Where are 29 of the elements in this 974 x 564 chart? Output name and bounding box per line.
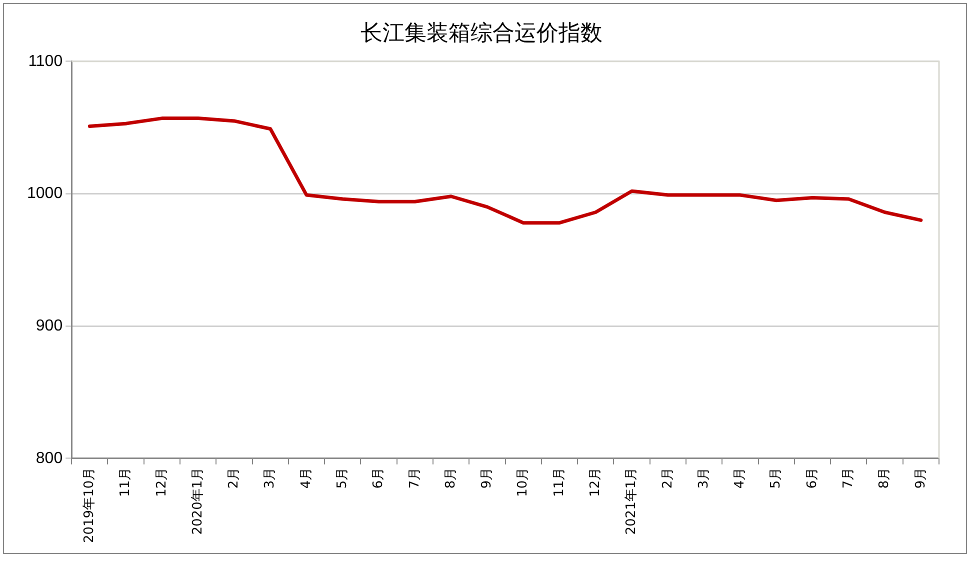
x-tick-label: 2月	[226, 467, 242, 489]
y-tick-label: 800	[36, 450, 63, 467]
x-tick-label: 11月	[552, 467, 567, 497]
x-tick-label: 2月	[660, 467, 676, 489]
x-tick-label: 3月	[696, 467, 712, 489]
x-tick-label: 4月	[298, 467, 314, 489]
x-tick-label: 4月	[732, 467, 748, 489]
x-tick-label: 6月	[804, 467, 820, 489]
x-tick-label: 2021年1月	[624, 467, 640, 535]
x-tick-label: 2020年1月	[190, 467, 206, 535]
x-tick-label: 2019年10月	[82, 467, 98, 544]
x-tick-label: 7月	[841, 467, 856, 489]
y-tick-label: 900	[36, 317, 63, 334]
x-tick-label: 8月	[443, 467, 458, 489]
x-tick-label: 10月	[516, 467, 531, 497]
x-tick-label: 6月	[371, 467, 386, 489]
x-tick-label: 5月	[768, 467, 784, 489]
x-tick-label: 9月	[480, 467, 495, 489]
x-tick-label: 5月	[335, 467, 350, 489]
x-tick-label: 8月	[877, 467, 892, 489]
x-tick-label: 3月	[262, 467, 278, 489]
chart-title: 长江集装箱综合运价指数	[360, 20, 602, 46]
x-tick-label: 12月	[154, 467, 170, 497]
x-tick-label: 11月	[118, 467, 134, 497]
x-tick-label: 9月	[913, 467, 928, 489]
y-tick-label: 1000	[27, 185, 63, 202]
y-tick-label: 1100	[28, 52, 63, 70]
x-tick-label: 7月	[407, 467, 422, 489]
x-tick-label: 12月	[588, 467, 604, 497]
